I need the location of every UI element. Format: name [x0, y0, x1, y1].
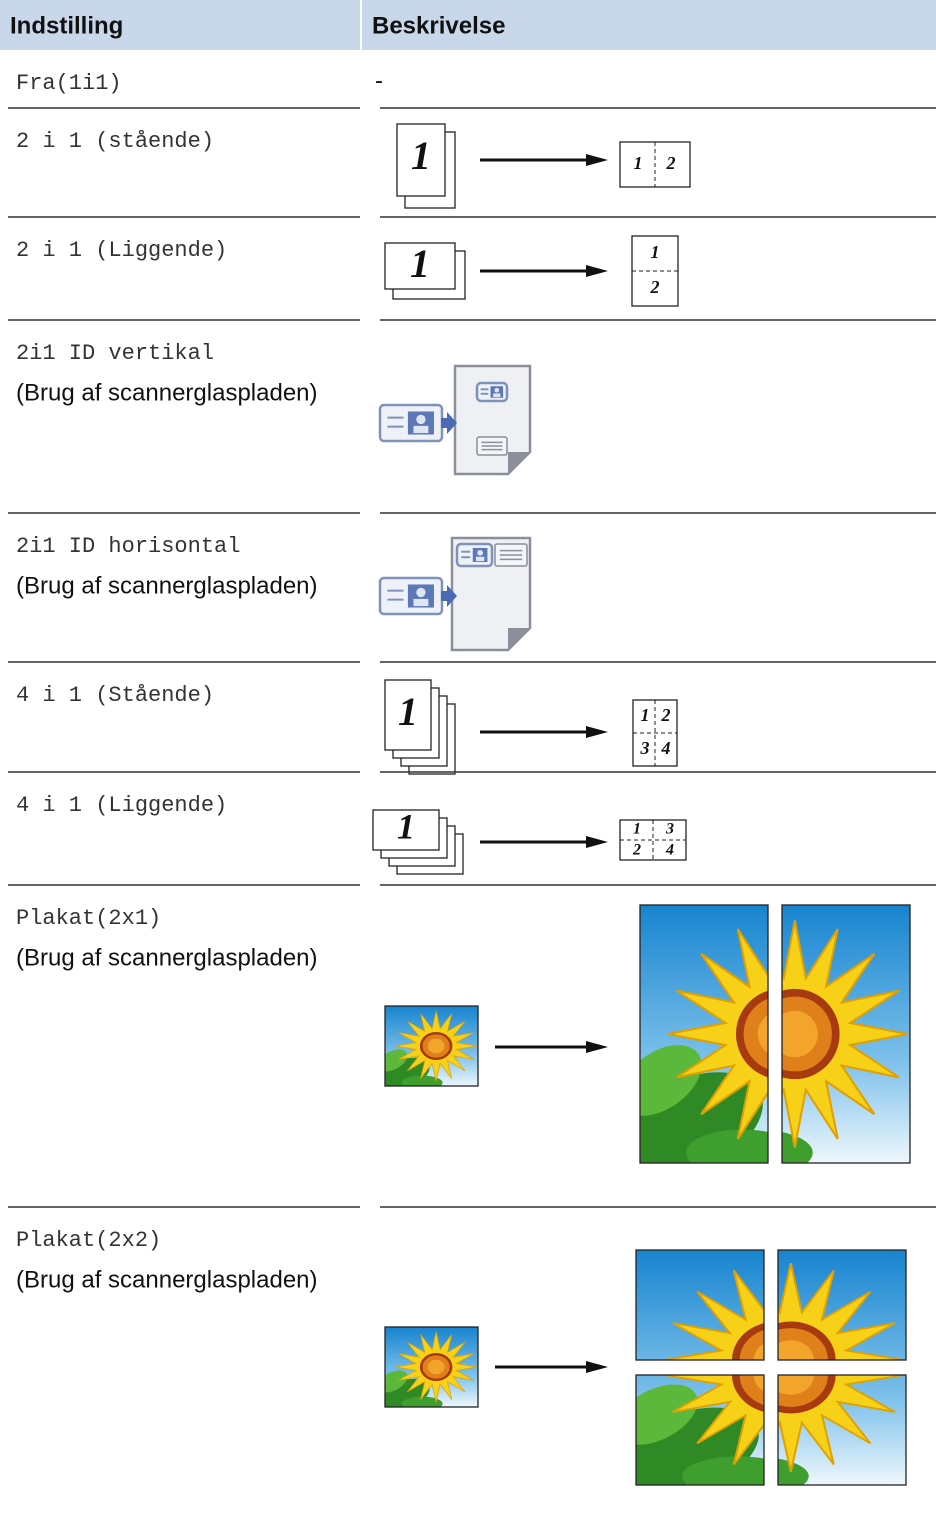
card-body [413, 598, 429, 607]
setting: 4 i 1 (Liggende) [16, 793, 227, 818]
sunflower-image [385, 1006, 478, 1086]
tile-border [384, 1005, 479, 1087]
sheet-fold [508, 628, 530, 650]
card-body [413, 425, 429, 434]
photo-tile [385, 1006, 478, 1086]
header-cell [0, 0, 360, 50]
arrow-head [586, 265, 608, 277]
card-face [494, 387, 500, 393]
setting: 4 i 1 (Stående) [16, 683, 214, 708]
page-number: 4 [661, 738, 671, 758]
setting: 2 i 1 (Liggende) [16, 238, 227, 263]
card-face [416, 414, 426, 425]
setting: Plakat(2x2) [16, 1228, 161, 1253]
arrow-head [586, 1041, 608, 1053]
setting: 2i1 ID horisontal [16, 534, 240, 559]
setting-note: (Brug af scannerglaspladen) [16, 944, 318, 971]
blue-arrow [441, 585, 457, 607]
setting: 2 i 1 (stående) [16, 129, 214, 154]
tile-border [635, 1374, 765, 1486]
page-number: 2 [661, 705, 671, 725]
arrow-head [586, 836, 608, 848]
tile-border [781, 904, 911, 1164]
tile-border [777, 1374, 907, 1486]
description: - [375, 67, 383, 94]
tile-border [384, 1326, 479, 1408]
setting-note: (Brug af scannerglaspladen) [16, 379, 318, 406]
page [396, 123, 446, 197]
page-number: 2 [650, 277, 660, 297]
tile-border [639, 904, 769, 1164]
page-number: 3 [665, 821, 674, 838]
tile-border [635, 1249, 765, 1361]
sunflower-image [385, 1327, 478, 1407]
page [384, 242, 456, 290]
arrow-head [586, 1361, 608, 1373]
sheet-fold [508, 452, 530, 474]
page-number: 1 [410, 241, 430, 286]
photo-tile [385, 1327, 478, 1407]
page [372, 809, 440, 851]
setting-note: (Brug af scannerglaspladen) [16, 572, 318, 599]
arrow-head [586, 726, 608, 738]
page-number: 1 [634, 153, 643, 173]
page-number: 1 [411, 133, 431, 178]
page-number: 4 [665, 842, 674, 859]
page-number: 1 [397, 806, 415, 846]
header-cell [362, 0, 936, 50]
page-number: 2 [666, 153, 676, 173]
page-number: 3 [640, 738, 650, 758]
page-number: 1 [633, 821, 641, 838]
setting: 2i1 ID vertikal [16, 341, 214, 366]
setting-note: (Brug af scannerglaspladen) [16, 1266, 318, 1293]
blue-arrow [441, 412, 457, 434]
arrow-head [586, 154, 608, 166]
card-face [477, 549, 483, 556]
page-number: 1 [398, 689, 418, 734]
card-body [475, 556, 485, 562]
page-number: 2 [632, 842, 641, 859]
card-body [493, 393, 501, 398]
header-description: Beskrivelse [372, 12, 505, 39]
setting: Plakat(2x1) [16, 906, 161, 931]
tile-border [777, 1249, 907, 1361]
page [384, 679, 432, 751]
header-setting: Indstilling [10, 12, 123, 39]
page-number: 1 [641, 705, 650, 725]
card-face [416, 587, 426, 598]
page-number: 1 [651, 242, 660, 262]
setting: Fra(1i1) [16, 71, 122, 96]
